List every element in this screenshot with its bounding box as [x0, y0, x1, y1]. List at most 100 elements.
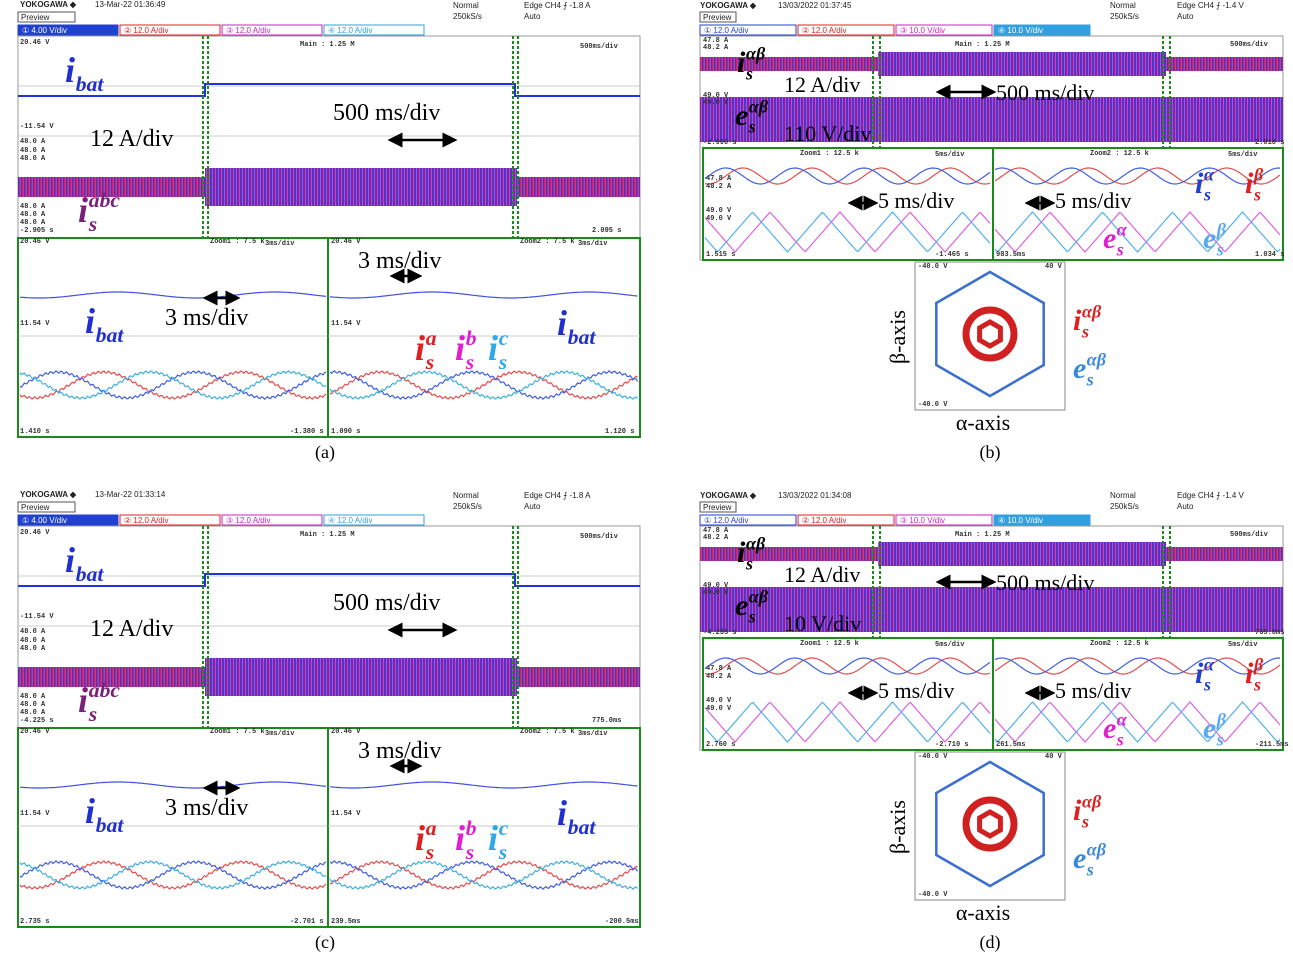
math-label-sub: bat: [96, 323, 125, 347]
math-label-sub: s: [1203, 185, 1211, 205]
math-label-sup: β: [1253, 164, 1264, 184]
scope-readout: 3ms/div: [578, 730, 608, 738]
preview-label: Preview: [21, 13, 50, 22]
math-label-sub: s: [498, 350, 507, 374]
math-label-base: i: [1245, 657, 1254, 690]
math-label-sub: s: [1081, 322, 1089, 342]
scale-label: 5 ms/div: [1055, 678, 1131, 703]
math-label-sub: s: [1086, 370, 1094, 390]
scope-panel: YOKOGAWA ◆13-Mar-22 01:36:49Normal250kS/…: [18, 0, 640, 463]
math-label-sup: abc: [89, 188, 121, 212]
math-label-base: i: [78, 190, 88, 230]
math-label-sub: s: [1081, 812, 1089, 832]
header-datetime: 13-Mar-22 01:36:49: [95, 0, 166, 9]
scope-readout: -2.905 s: [20, 227, 54, 235]
scale-label: 3 ms/div: [358, 248, 441, 274]
math-label-base: i: [557, 793, 567, 833]
math-label-sup: β: [1253, 654, 1264, 674]
scale-label: 10 V/div: [784, 611, 861, 636]
scope-readout: Zoom2 : 7.5 k: [520, 238, 575, 246]
math-label-base: i: [65, 540, 75, 580]
scope-readout: 1.410 s: [20, 428, 49, 436]
scope-readout: 11.54 V: [331, 320, 361, 328]
channel-label: ② 12.0 A/div: [802, 26, 847, 35]
scope-readout: 48.0 A: [20, 645, 46, 653]
scope-readout: 49.0 V: [706, 215, 732, 223]
scope-readout: 48.0 A: [20, 701, 46, 709]
scope-readout: Zoom1 : 7.5 k: [210, 238, 265, 246]
scope-readout: 49.0 V: [706, 697, 732, 705]
math-label-base: i: [78, 680, 88, 720]
scope-readout: 49.0 V: [706, 207, 732, 215]
scope-readout: -11.54 V: [20, 123, 54, 131]
math-label-sup: αβ: [746, 533, 766, 553]
math-label-sup: αβ: [746, 43, 766, 63]
math-label-sup: b: [466, 326, 477, 350]
scope-readout: 239.5ms: [331, 918, 360, 926]
channel-label: ② 12.0 A/div: [802, 516, 847, 525]
scope-readout: 2.760 s: [706, 741, 735, 749]
scope-readout: -211.5ms: [1255, 741, 1289, 749]
math-label-base: i: [85, 791, 95, 831]
scale-label: 12 A/div: [784, 562, 860, 587]
math-label-sub: s: [465, 350, 474, 374]
xy-readout: -40.0 V: [918, 263, 948, 271]
scope-readout: -200.5ms: [605, 918, 639, 926]
scope-readout: 20.46 V: [20, 238, 50, 246]
scope-readout: 48.0 A: [20, 155, 46, 163]
channel-label: ③ 12.0 A/div: [226, 516, 271, 525]
math-label-sup: αβ: [1082, 301, 1102, 321]
scope-readout: 5ms/div: [1228, 151, 1258, 159]
scope-readout: 261.5ms: [996, 741, 1025, 749]
math-label-base: i: [65, 50, 75, 90]
math-label-sup: a: [426, 326, 437, 350]
scope-readout: 48.0 A: [20, 693, 46, 701]
header-mode: Normal: [453, 1, 479, 10]
scope-readout: Main : 1.25 M: [300, 531, 355, 539]
header-mode: Normal: [453, 491, 479, 500]
math-label-base: e: [1073, 352, 1086, 385]
math-label-sup: αβ: [1087, 349, 1107, 369]
scope-readout: 48.2 A: [703, 534, 729, 542]
math-label-sup: c: [499, 816, 509, 840]
scale-label: 500 ms/div: [996, 570, 1094, 595]
math-label-sub: s: [425, 350, 434, 374]
scope-readout: 5ms/div: [935, 641, 965, 649]
channel-label: ③ 12.0 A/div: [226, 26, 271, 35]
math-label-sup: b: [466, 816, 477, 840]
scope-readout: 47.8 A: [706, 665, 732, 673]
math-label-sub: s: [1203, 675, 1211, 695]
math-label-sup: αβ: [749, 96, 769, 116]
scope-readout: 48.2 A: [703, 44, 729, 52]
scale-label: 500 ms/div: [996, 80, 1094, 105]
math-label-sup: α: [1117, 219, 1128, 239]
scope-readout: Main : 1.25 M: [955, 531, 1010, 539]
math-label-sup: α: [1117, 709, 1128, 729]
xy-readout: 40 V: [1045, 263, 1063, 271]
math-label-base: i: [1245, 167, 1254, 200]
xy-readout: 40 V: [1045, 753, 1063, 761]
math-label-sub: s: [748, 117, 756, 137]
scope-readout: 11.54 V: [331, 810, 361, 818]
scope-readout: 48.0 A: [20, 147, 46, 155]
math-label-sup: αβ: [1082, 791, 1102, 811]
scope-readout: 20.46 V: [20, 728, 50, 736]
header-trigger: Edge CH4 ⨍ -1.8 A: [524, 491, 591, 500]
math-label-sup: αβ: [1087, 839, 1107, 859]
x-axis-label: α-axis: [956, 410, 1010, 435]
scope-readout: 500ms/div: [580, 43, 619, 51]
math-label-base: i: [1073, 304, 1082, 337]
math-label-base: e: [1103, 712, 1116, 745]
scope-readout: 48.0 A: [20, 637, 46, 645]
y-axis-label: β-axis: [885, 310, 910, 364]
scale-label: 12 A/div: [784, 72, 860, 97]
channel-label: ② 12.0 A/div: [124, 516, 169, 525]
scope-readout: Zoom2 : 7.5 k: [520, 728, 575, 736]
scope-readout: 1.515 s: [706, 251, 735, 259]
channel-label: ④ 10.0 V/div: [998, 516, 1043, 525]
math-label-sub: s: [1216, 730, 1224, 750]
header-datetime: 13/03/2022 01:34:08: [778, 491, 852, 500]
header-rate: 250kS/s: [453, 502, 482, 511]
scope-readout: 2.010 s: [1255, 139, 1284, 147]
scope-readout: 49.0 V: [703, 589, 729, 597]
